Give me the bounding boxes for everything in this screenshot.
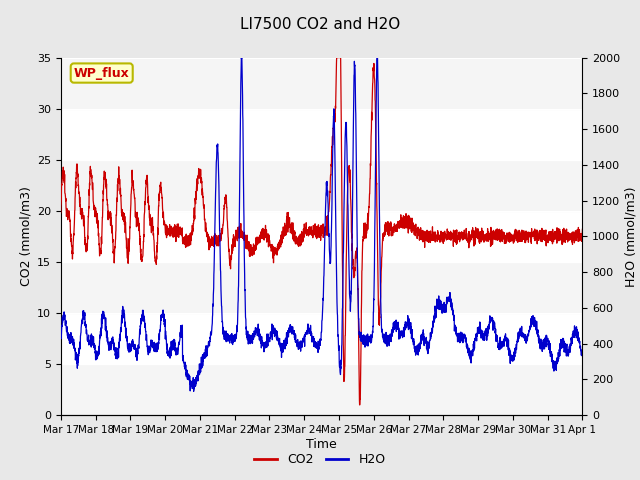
Legend: CO2, H2O: CO2, H2O [250, 448, 390, 471]
Bar [61, 211, 582, 262]
Bar [61, 108, 582, 160]
Bar [61, 262, 582, 313]
Bar [61, 313, 582, 364]
Y-axis label: CO2 (mmol/m3): CO2 (mmol/m3) [20, 186, 33, 287]
Bar [61, 160, 582, 211]
Text: LI7500 CO2 and H2O: LI7500 CO2 and H2O [240, 17, 400, 32]
Y-axis label: H2O (mmol/m3): H2O (mmol/m3) [625, 186, 637, 287]
Bar [61, 58, 582, 108]
Bar [61, 364, 582, 415]
X-axis label: Time: Time [306, 438, 337, 451]
Text: WP_flux: WP_flux [74, 67, 129, 80]
